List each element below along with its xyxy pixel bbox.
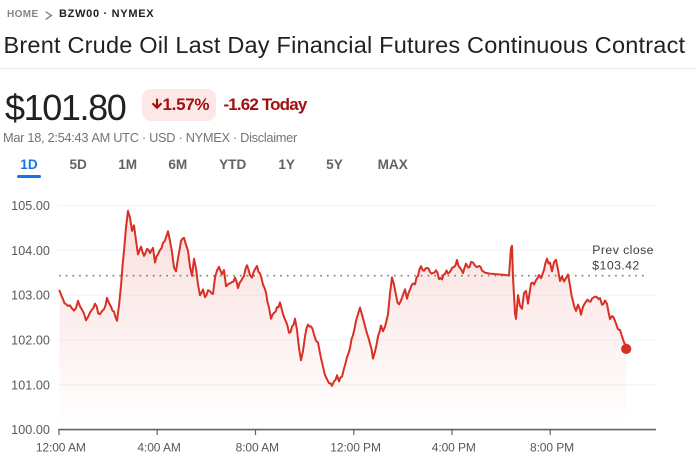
svg-text:8:00 AM: 8:00 AM [236,441,279,455]
svg-text:$103.42: $103.42 [592,259,639,273]
svg-text:12:00 AM: 12:00 AM [36,441,86,455]
svg-text:105.00: 105.00 [11,199,50,213]
svg-text:102.00: 102.00 [11,334,50,348]
svg-text:104.00: 104.00 [11,244,50,258]
svg-text:Prev close: Prev close [592,243,654,257]
svg-text:101.00: 101.00 [11,378,50,392]
svg-text:4:00 AM: 4:00 AM [137,441,180,455]
svg-text:100.00: 100.00 [11,423,50,437]
svg-text:12:00 PM: 12:00 PM [330,441,381,455]
svg-text:103.00: 103.00 [11,289,50,303]
svg-text:8:00 PM: 8:00 PM [530,441,574,455]
svg-text:4:00 PM: 4:00 PM [432,441,476,455]
